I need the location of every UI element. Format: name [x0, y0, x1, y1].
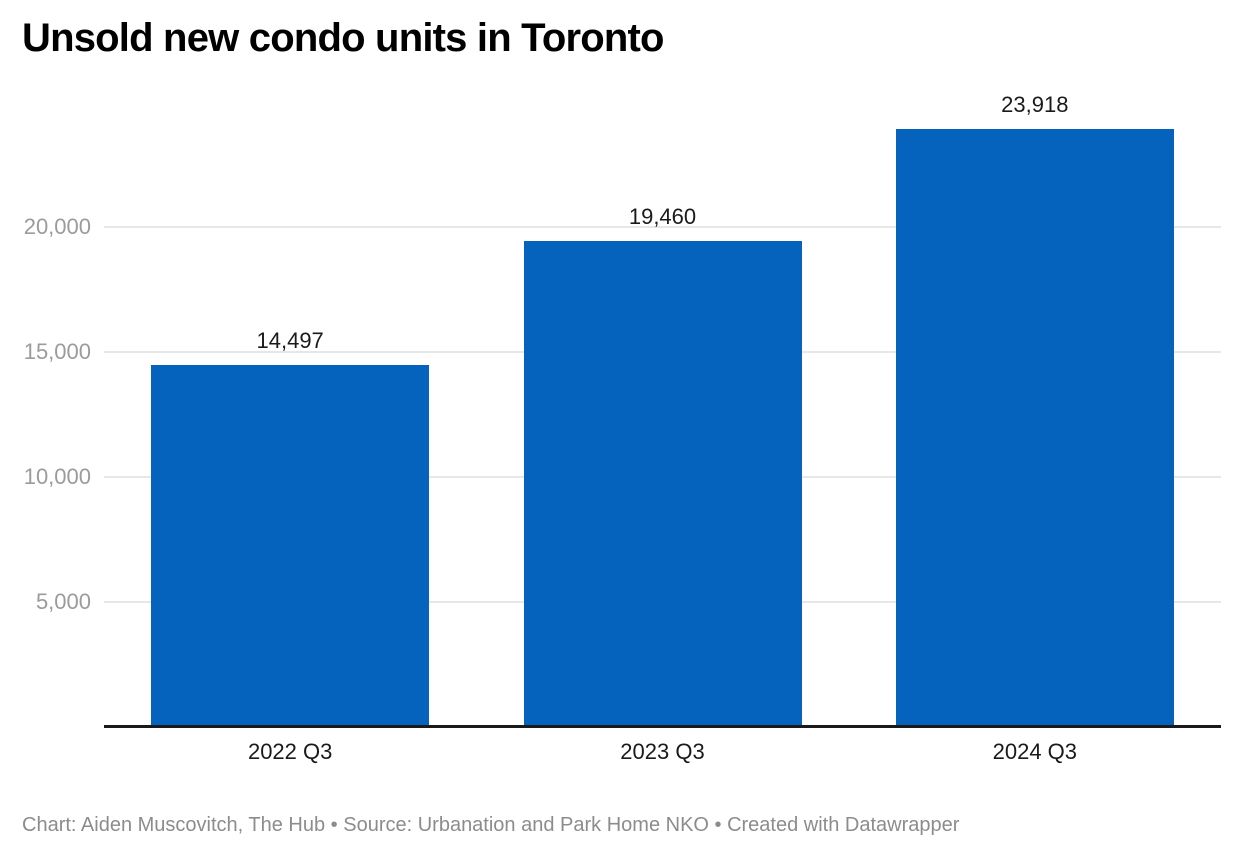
- y-tick-label: 10,000: [23, 464, 91, 489]
- bar-2022 Q3: [151, 364, 430, 727]
- bar-value-label: 23,918: [1001, 92, 1069, 118]
- chart-footer-credit: Chart: Aiden Muscovitch, The Hub • Sourc…: [22, 814, 960, 836]
- x-tick-label: 2023 Q3: [620, 739, 705, 764]
- bar-value-label: 14,497: [256, 327, 324, 353]
- x-axis-line: [104, 725, 1221, 728]
- bar-value-label: 19,460: [628, 203, 697, 229]
- gridline-20000: [104, 226, 1221, 228]
- plot-area: 5,000 10,000 15,000 20,000 14,497 2022 Q3 19,4…: [24, 85, 1221, 764]
- bar-2023 Q3: [523, 240, 802, 727]
- bar-2024 Q3: [895, 129, 1174, 727]
- y-tick-label: 5,000: [35, 589, 91, 614]
- x-tick-label: 2024 Q3: [992, 739, 1078, 764]
- y-tick-label: 15,000: [23, 339, 91, 364]
- y-tick-label: 20,000: [23, 214, 91, 239]
- x-tick-label: 2022 Q3: [247, 739, 333, 764]
- chart-title: Unsold new condo units in Toronto: [22, 16, 664, 60]
